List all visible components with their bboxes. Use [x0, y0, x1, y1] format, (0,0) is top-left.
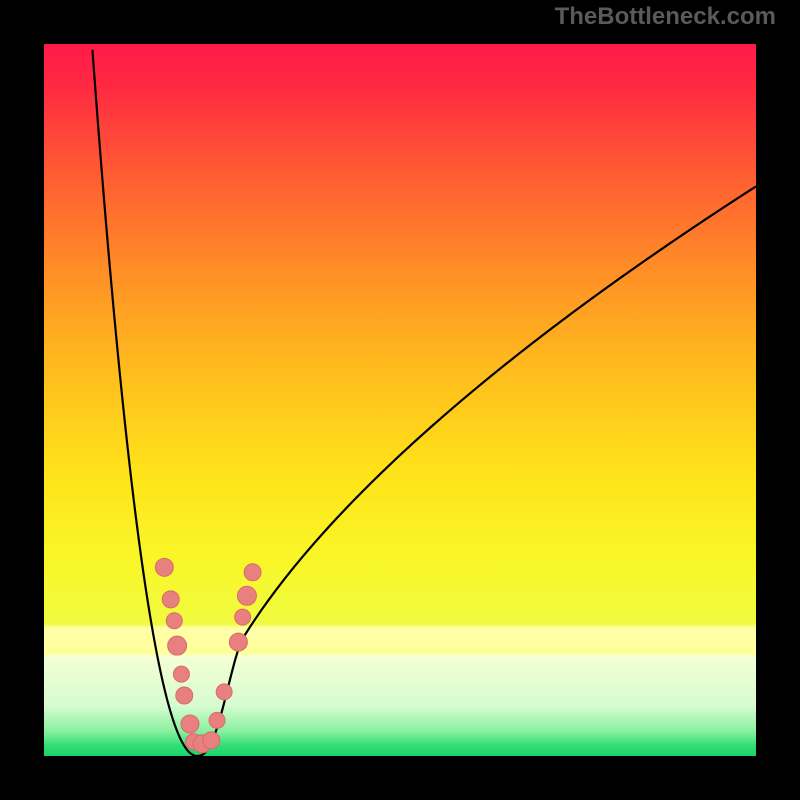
data-point — [237, 586, 256, 605]
data-point — [235, 609, 251, 625]
data-point — [181, 715, 199, 733]
curve-layer — [44, 44, 756, 756]
data-point — [229, 633, 247, 651]
data-point — [176, 687, 193, 704]
data-point — [168, 636, 187, 655]
data-point — [216, 684, 232, 700]
watermark-text: TheBottleneck.com — [555, 3, 776, 31]
data-point — [155, 558, 173, 576]
data-point — [244, 564, 261, 581]
data-point — [209, 712, 225, 728]
data-point — [162, 591, 179, 608]
plot-area — [44, 44, 756, 756]
bottleneck-curve — [92, 50, 756, 756]
data-point — [173, 666, 189, 682]
data-point — [166, 613, 182, 629]
data-point — [203, 732, 220, 749]
